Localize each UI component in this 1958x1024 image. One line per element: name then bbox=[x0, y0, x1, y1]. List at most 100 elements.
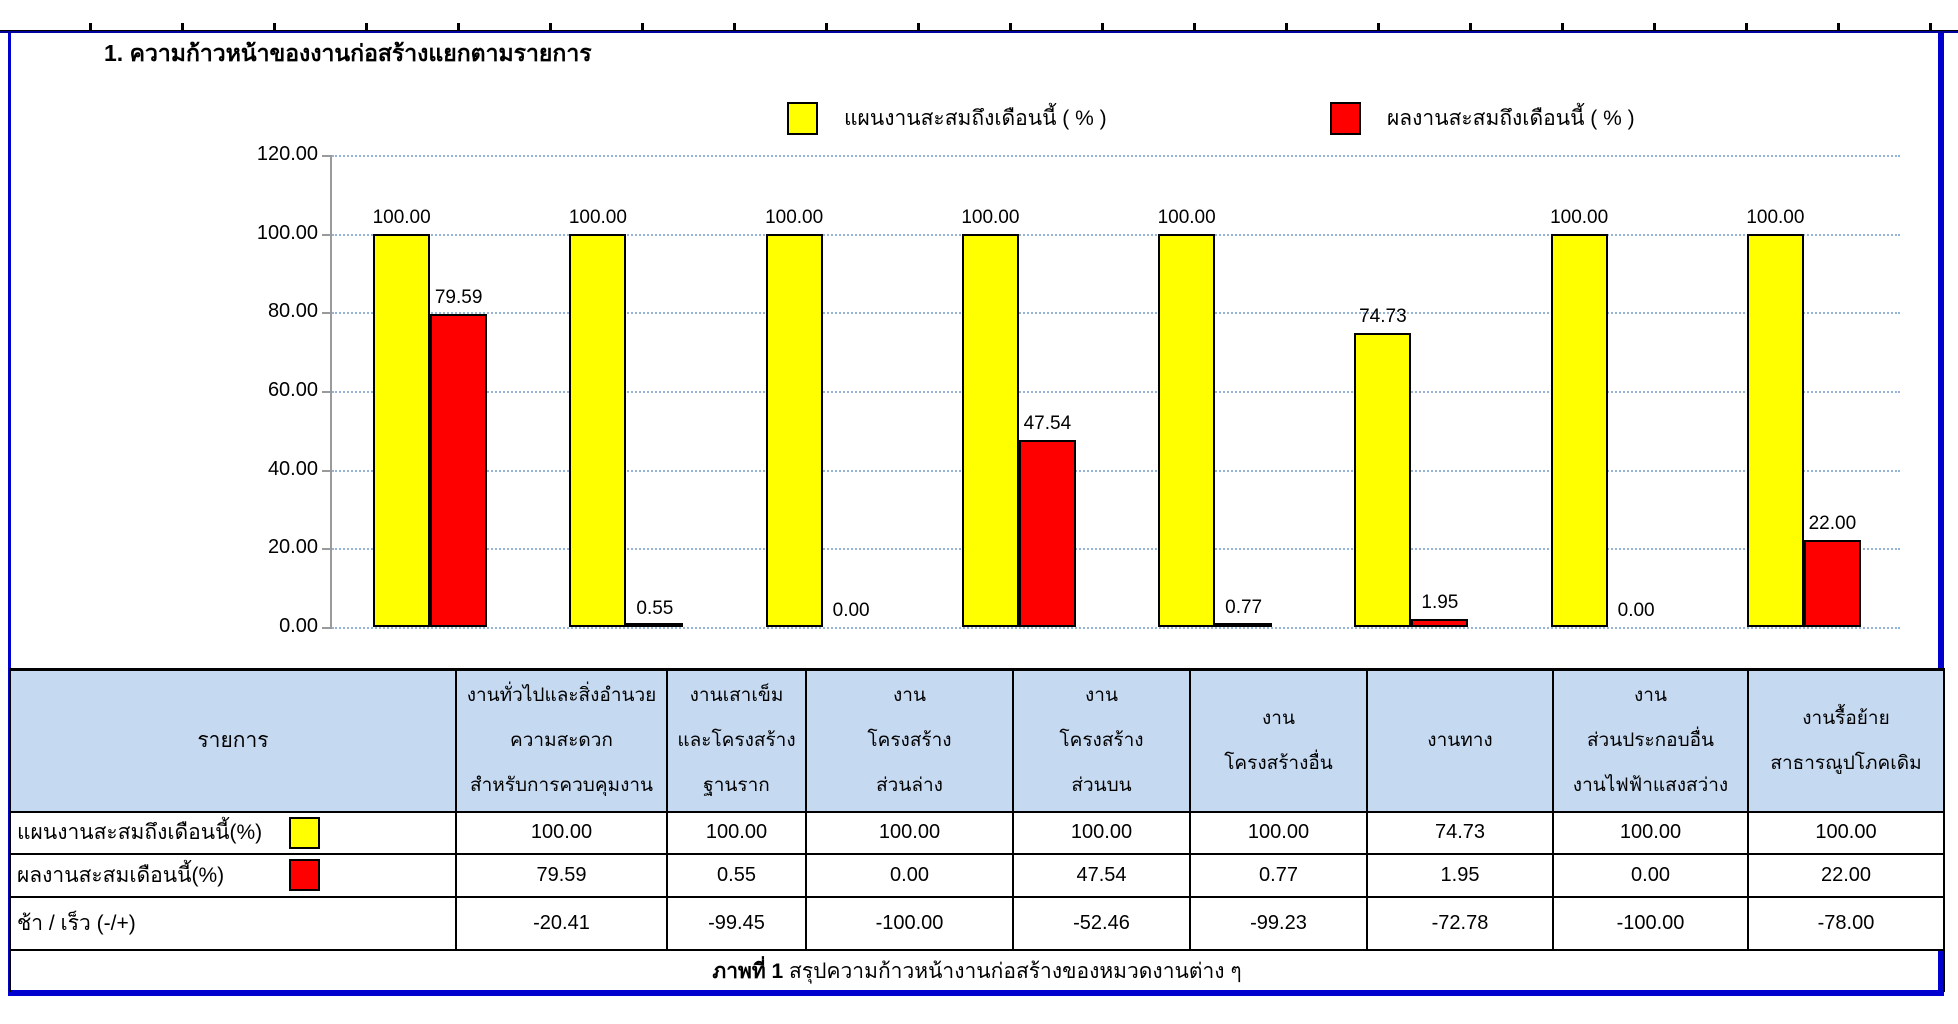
progress-table: รายการ งานทั่วไปและสิ่งอำนวย ความสะดวก สำ… bbox=[9, 668, 1945, 992]
actual-bar-value-label: 22.00 bbox=[1808, 513, 1857, 535]
grid-line bbox=[332, 391, 1900, 393]
table-value-cell: 0.55 bbox=[666, 852, 807, 898]
actual-legend-swatch bbox=[1330, 102, 1361, 135]
actual-bar-value-label: 1.95 bbox=[1421, 592, 1459, 614]
plan-legend-swatch bbox=[787, 102, 818, 135]
plan-bar-value-label: 100.00 bbox=[765, 206, 824, 228]
plan-bar bbox=[1158, 233, 1216, 627]
y-axis-label: 20.00 bbox=[267, 536, 318, 559]
plan-bar-value-label: 74.73 bbox=[1359, 306, 1407, 328]
actual-bar-value-label: 0.77 bbox=[1225, 596, 1263, 618]
table-value-cell: -20.41 bbox=[455, 895, 668, 951]
y-axis-tick bbox=[322, 391, 332, 393]
plan-bar bbox=[373, 233, 431, 627]
table-header-category: งานรื้อย้าย สาธารณูปโภคเดิม bbox=[1747, 668, 1945, 813]
table-header-category: งาน โครงสร้าง ส่วนล่าง bbox=[805, 668, 1014, 813]
y-axis-tick bbox=[322, 548, 332, 551]
table-value-cell: 1.95 bbox=[1366, 852, 1554, 898]
grid-line bbox=[332, 312, 1900, 315]
y-axis-tick bbox=[322, 155, 332, 157]
table-header-category: งานเสาเข็ม และโครงสร้าง ฐานราก bbox=[666, 668, 807, 813]
figure-caption: ภาพที่ 1 สรุปความก้าวหน้างานก่อสร้างของห… bbox=[9, 948, 1945, 992]
page-title: 1. ความก้าวหน้าของงานก่อสร้างแยกตามรายกา… bbox=[104, 40, 592, 66]
page-column-ticks bbox=[0, 23, 1958, 30]
actual-bar-value-label: 79.59 bbox=[434, 286, 483, 308]
table-header-category: งาน โครงสร้าง ส่วนบน bbox=[1012, 668, 1191, 813]
table-value-cell: -100.00 bbox=[1552, 895, 1749, 951]
actual-bar-value-label: 0.00 bbox=[1617, 600, 1655, 621]
table-value-cell: 79.59 bbox=[455, 852, 668, 898]
grid-line bbox=[332, 627, 1900, 629]
table-row: ช้า / เร็ว (-/+) -20.41 -99.45 -100.00 -52.4… bbox=[9, 895, 1945, 951]
y-axis-label: 0.00 bbox=[279, 615, 318, 637]
plan-row-swatch bbox=[289, 816, 320, 849]
table-value-cell: -99.23 bbox=[1189, 895, 1368, 951]
table-value-cell: 100.00 bbox=[1189, 810, 1368, 855]
table-value-cell: -72.78 bbox=[1366, 895, 1554, 951]
y-axis-label: 40.00 bbox=[267, 457, 318, 480]
plan-bar-value-label: 100.00 bbox=[961, 206, 1020, 228]
y-axis-tick bbox=[322, 312, 332, 315]
table-value-cell: -100.00 bbox=[805, 895, 1014, 951]
actual-bar bbox=[1215, 623, 1273, 627]
plan-bar-value-label: 100.00 bbox=[568, 206, 627, 228]
plan-bar bbox=[765, 233, 823, 627]
legend-item-plan: แผนงานสะสมถึงเดือนนี้ ( % ) bbox=[787, 102, 1107, 135]
table-row-label: ผลงานสะสมเดือนนี้(%) bbox=[9, 852, 457, 898]
bar-chart-plot-area: 120.00 100.00 80.00 60.00 40.00 20.00 0.00 100.… bbox=[257, 143, 1900, 637]
table-value-cell: 100.00 bbox=[1747, 810, 1945, 855]
plan-bar-value-label: 100.00 bbox=[372, 206, 431, 228]
table-value-cell: 0.77 bbox=[1189, 852, 1368, 898]
actual-bar bbox=[1803, 540, 1861, 627]
table-header-category: งานทั่วไปและสิ่งอำนวย ความสะดวก สำหรับกา… bbox=[455, 668, 668, 813]
actual-bar bbox=[1018, 440, 1076, 627]
table-header-category: งาน ส่วนประกอบอื่น งานไฟฟ้าแสงสว่าง bbox=[1552, 668, 1749, 813]
table-row-label: ช้า / เร็ว (-/+) bbox=[9, 895, 457, 951]
table-row: แผนงานสะสมถึงเดือนนี้(%) 100.00 100.00 100.… bbox=[9, 810, 1945, 855]
table-value-cell: 100.00 bbox=[1552, 810, 1749, 855]
table-row: ผลงานสะสมเดือนนี้(%) 79.59 0.55 0.00 47.54 0.… bbox=[9, 852, 1945, 898]
figure-caption-number: ภาพที่ 1 bbox=[712, 959, 784, 983]
plan-bar bbox=[569, 233, 627, 627]
y-axis-tick bbox=[322, 627, 332, 629]
grid-line bbox=[332, 233, 1900, 236]
plan-bar bbox=[961, 233, 1019, 627]
table-header-category: งาน โครงสร้างอื่น bbox=[1189, 668, 1368, 813]
y-axis-label: 120.00 bbox=[256, 143, 318, 165]
table-value-cell: 100.00 bbox=[666, 810, 807, 855]
plan-bar bbox=[1746, 233, 1804, 627]
legend-item-actual: ผลงานสะสมถึงเดือนนี้ ( % ) bbox=[1330, 102, 1635, 135]
actual-bar bbox=[626, 623, 684, 627]
y-axis-label: 100.00 bbox=[256, 221, 318, 244]
plan-legend-label: แผนงานสะสมถึงเดือนนี้ ( % ) bbox=[844, 107, 1107, 130]
actual-bar bbox=[430, 313, 488, 627]
actual-bar-value-label: 47.54 bbox=[1023, 413, 1072, 435]
actual-bar bbox=[1411, 619, 1469, 627]
table-value-cell: 0.00 bbox=[1552, 852, 1749, 898]
plan-bar bbox=[1550, 233, 1608, 627]
figure-caption-text: สรุปความก้าวหน้างานก่อสร้างของหมวดงานต่า… bbox=[783, 959, 1242, 983]
actual-bar-value-label: 0.55 bbox=[636, 597, 674, 619]
table-value-cell: -99.45 bbox=[666, 895, 807, 951]
table-value-cell: 100.00 bbox=[455, 810, 668, 855]
y-axis-label: 60.00 bbox=[267, 379, 318, 401]
table-value-cell: 0.00 bbox=[805, 852, 1014, 898]
page-frame-border bbox=[8, 33, 1944, 996]
plan-bar bbox=[1354, 333, 1412, 627]
grid-line bbox=[332, 469, 1900, 472]
actual-bar-value-label: 0.00 bbox=[832, 600, 870, 621]
y-axis-tick bbox=[322, 233, 332, 236]
table-row-label: แผนงานสะสมถึงเดือนนี้(%) bbox=[9, 810, 457, 855]
table-value-cell: 47.54 bbox=[1012, 852, 1191, 898]
page-top-border bbox=[0, 30, 1958, 33]
table-value-cell: -78.00 bbox=[1747, 895, 1945, 951]
y-axis-tick bbox=[322, 469, 332, 472]
table-value-cell: 100.00 bbox=[1012, 810, 1191, 855]
table-header-category: งานทาง bbox=[1366, 668, 1554, 813]
table-value-cell: -52.46 bbox=[1012, 895, 1191, 951]
plan-bar-value-label: 100.00 bbox=[1157, 206, 1216, 228]
y-axis-label: 80.00 bbox=[267, 300, 318, 323]
grid-line bbox=[332, 548, 1900, 551]
plan-bar-value-label: 100.00 bbox=[1550, 206, 1609, 228]
